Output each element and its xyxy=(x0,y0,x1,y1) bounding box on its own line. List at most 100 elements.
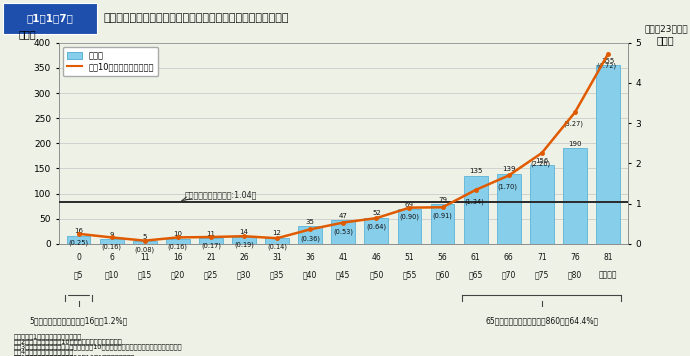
Text: 61: 61 xyxy=(471,253,480,262)
Text: 355: 355 xyxy=(602,58,615,64)
Text: 〘（歳）: 〘（歳） xyxy=(599,271,618,279)
Text: 69: 69 xyxy=(405,201,414,208)
Y-axis label: （人）: （人） xyxy=(656,35,673,44)
Text: 135: 135 xyxy=(469,168,482,174)
Text: (0.25): (0.25) xyxy=(68,240,88,246)
Bar xyxy=(265,238,289,244)
Text: ㅨ1－1－7図: ㅨ1－1－7図 xyxy=(26,13,73,23)
Text: 41: 41 xyxy=(339,253,348,262)
Text: 4　年齢不明者１人を除く。: 4 年齢不明者１人を除く。 xyxy=(14,349,74,355)
Bar xyxy=(464,176,488,244)
Text: 10: 10 xyxy=(173,231,182,237)
Text: 31: 31 xyxy=(273,253,282,262)
Text: 56: 56 xyxy=(437,253,447,262)
Text: (0.64): (0.64) xyxy=(366,224,386,230)
Text: 14: 14 xyxy=(239,229,248,235)
FancyBboxPatch shape xyxy=(3,3,97,35)
Text: 6: 6 xyxy=(109,253,114,262)
Bar xyxy=(232,237,256,244)
Text: 35: 35 xyxy=(306,219,315,225)
Text: (0.14): (0.14) xyxy=(267,244,287,250)
Text: 79: 79 xyxy=(438,197,447,203)
Bar xyxy=(563,148,587,244)
Bar xyxy=(596,66,620,244)
Bar xyxy=(530,166,554,244)
Text: (1.70): (1.70) xyxy=(497,184,517,190)
Text: 5歳以下の乳幼児の死者数16人（1.2%）: 5歳以下の乳幼児の死者数16人（1.2%） xyxy=(30,317,128,326)
Text: 〘35: 〘35 xyxy=(270,271,284,279)
Text: 16: 16 xyxy=(74,228,83,234)
Text: （備考）　1「火災報告」により作成: （備考） 1「火災報告」により作成 xyxy=(14,333,82,340)
Bar xyxy=(166,239,190,244)
Text: (0.16): (0.16) xyxy=(168,243,188,250)
Text: (1.34): (1.34) xyxy=(464,198,484,204)
Text: 〘5: 〘5 xyxy=(74,271,83,279)
Text: 〘30: 〘30 xyxy=(237,271,251,279)
Text: (3.27): (3.27) xyxy=(563,120,583,127)
Bar xyxy=(298,226,322,244)
Text: 〘40: 〘40 xyxy=(303,271,317,279)
Text: (0.08): (0.08) xyxy=(135,246,155,253)
Text: (0.16): (0.16) xyxy=(101,243,121,250)
Text: 〘65: 〘65 xyxy=(469,271,483,279)
Text: 2　（　）内は、人口10万人当たりの死者数を示す。: 2 （ ）内は、人口10万人当たりの死者数を示す。 xyxy=(14,338,122,345)
Text: 〘55: 〘55 xyxy=(402,271,417,279)
Text: 全年齢層における平均:1.04人: 全年齢層における平均:1.04人 xyxy=(184,190,257,199)
Text: (0.90): (0.90) xyxy=(400,213,420,220)
Text: 52: 52 xyxy=(372,210,381,216)
Bar xyxy=(397,209,422,244)
Bar xyxy=(497,174,521,244)
Text: 〘25: 〘25 xyxy=(204,271,218,279)
Bar xyxy=(199,238,223,244)
Text: (0.17): (0.17) xyxy=(201,243,221,249)
Text: 0: 0 xyxy=(76,253,81,262)
Text: 190: 190 xyxy=(568,141,582,147)
Text: 5: 5 xyxy=(143,234,147,240)
Text: 9: 9 xyxy=(109,232,114,238)
Legend: 死者数, 人口10万人当たりの死者数: 死者数, 人口10万人当たりの死者数 xyxy=(63,47,158,76)
Text: 36: 36 xyxy=(305,253,315,262)
Text: 3「死者数」については左軸を、「人口10万人当たりの死者数」については右軸を参照: 3「死者数」については左軸を、「人口10万人当たりの死者数」については右軸を参照 xyxy=(14,344,182,350)
Text: (0.19): (0.19) xyxy=(234,242,254,248)
Text: (0.36): (0.36) xyxy=(300,235,320,241)
Bar xyxy=(132,241,157,244)
Text: 51: 51 xyxy=(404,253,414,262)
Bar xyxy=(331,220,355,244)
Text: (2.26): (2.26) xyxy=(530,161,550,167)
Text: 16: 16 xyxy=(173,253,183,262)
Text: 〘50: 〘50 xyxy=(369,271,384,279)
Text: 21: 21 xyxy=(206,253,216,262)
Text: 〘20: 〘20 xyxy=(170,271,185,279)
Bar xyxy=(431,204,455,244)
Text: 46: 46 xyxy=(371,253,382,262)
Y-axis label: （人）: （人） xyxy=(19,29,36,39)
Text: 〘60: 〘60 xyxy=(435,271,450,279)
Text: (0.53): (0.53) xyxy=(333,228,353,235)
Text: 71: 71 xyxy=(537,253,546,262)
Text: 5　人口は、人口推計（平成23年10月1日現在）による。: 5 人口は、人口推計（平成23年10月1日現在）による。 xyxy=(14,354,135,356)
Text: 12: 12 xyxy=(273,230,282,236)
Text: （平成23年中）: （平成23年中） xyxy=(645,25,689,34)
Text: 156: 156 xyxy=(535,158,549,164)
Text: 47: 47 xyxy=(339,213,348,219)
Text: (0.91): (0.91) xyxy=(433,213,453,219)
Text: 76: 76 xyxy=(570,253,580,262)
Text: 11: 11 xyxy=(206,231,215,237)
Text: 139: 139 xyxy=(502,167,515,172)
Text: (4.72): (4.72) xyxy=(596,62,616,68)
Text: 65歳以上の高齢者の死者数860人（64.4%）: 65歳以上の高齢者の死者数860人（64.4%） xyxy=(485,317,598,326)
Text: 81: 81 xyxy=(603,253,613,262)
Text: 〘15: 〘15 xyxy=(137,271,152,279)
Text: 11: 11 xyxy=(140,253,150,262)
Text: 火災による年齢階層別死者発生状況（放火自殺者等を除く。）: 火災による年齢階層別死者発生状況（放火自殺者等を除く。） xyxy=(104,13,289,23)
Text: 〘10: 〘10 xyxy=(104,271,119,279)
Text: 66: 66 xyxy=(504,253,513,262)
Bar xyxy=(364,218,388,244)
Text: 〘80: 〘80 xyxy=(568,271,582,279)
Text: 26: 26 xyxy=(239,253,249,262)
Text: 〘75: 〘75 xyxy=(535,271,549,279)
Text: 〘45: 〘45 xyxy=(336,271,351,279)
Bar xyxy=(67,236,90,244)
Bar xyxy=(99,239,124,244)
Text: 〘70: 〘70 xyxy=(502,271,516,279)
